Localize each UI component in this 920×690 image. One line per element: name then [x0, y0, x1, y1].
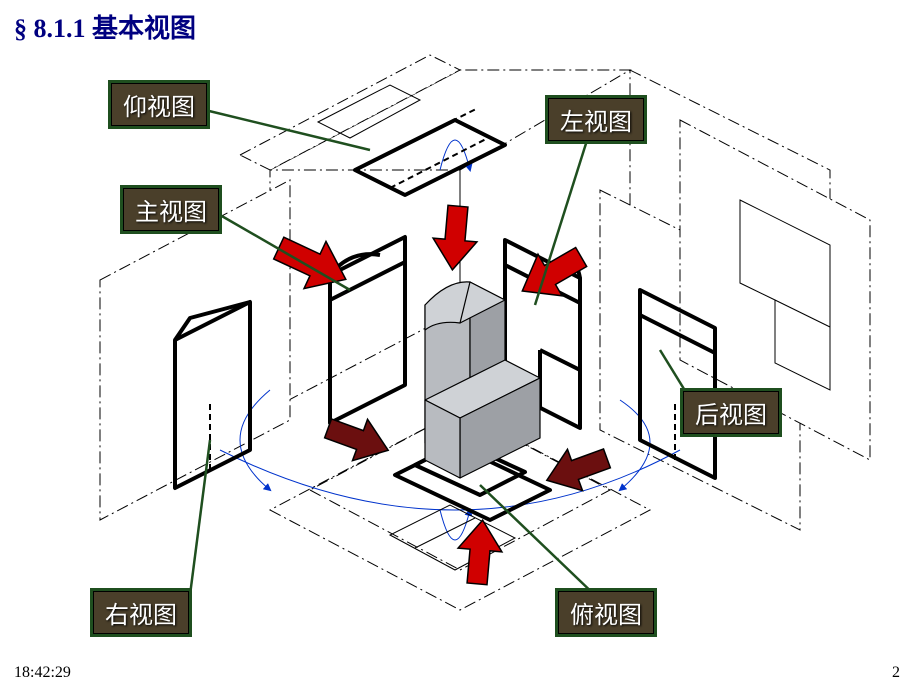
label-bottom-view: 俯视图	[555, 588, 657, 637]
label-front-view: 主视图	[120, 185, 222, 234]
label-top-view: 仰视图	[108, 80, 210, 129]
label-left-view: 左视图	[545, 95, 647, 144]
timestamp: 18:42:29	[14, 664, 71, 682]
page-number: 2	[892, 664, 900, 682]
projection-diagram	[60, 40, 880, 660]
label-back-view: 后视图	[680, 388, 782, 437]
label-right-view: 右视图	[90, 588, 192, 637]
